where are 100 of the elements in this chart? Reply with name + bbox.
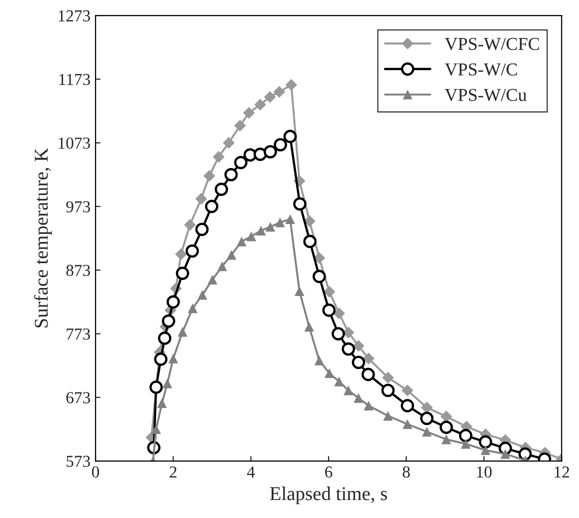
legend-label: VPS-W/Cu <box>444 88 527 102</box>
point <box>304 215 316 227</box>
point <box>459 428 472 442</box>
point <box>293 197 307 211</box>
point <box>234 120 246 132</box>
point <box>184 219 196 231</box>
y-tick-label: 1173 <box>59 74 90 86</box>
point <box>420 402 433 414</box>
point <box>383 410 393 421</box>
point <box>285 214 295 224</box>
point <box>303 234 317 248</box>
point <box>208 274 218 285</box>
point <box>274 138 288 152</box>
point <box>203 170 216 182</box>
point <box>322 304 336 317</box>
y-tick-label: 873 <box>66 264 90 276</box>
point <box>332 327 345 340</box>
legend-label: VPS-W/C <box>444 63 517 76</box>
point <box>264 91 276 103</box>
point <box>312 270 326 284</box>
x-axis-title: Elapsed time, s <box>270 486 388 504</box>
point <box>480 445 490 456</box>
point <box>236 236 246 246</box>
point <box>381 384 395 398</box>
point <box>294 286 304 296</box>
point <box>254 148 267 161</box>
point <box>243 107 255 119</box>
point <box>422 426 432 437</box>
point <box>254 98 266 111</box>
point <box>186 244 199 258</box>
point <box>283 130 297 144</box>
point <box>217 261 228 272</box>
point <box>352 340 364 352</box>
point <box>197 290 208 300</box>
y-tick-label: 573 <box>66 456 90 467</box>
point <box>246 232 256 242</box>
point <box>256 226 266 236</box>
point <box>342 326 354 338</box>
point <box>162 314 176 328</box>
x-tick-label: 6 <box>325 466 332 478</box>
point <box>440 420 453 434</box>
point <box>314 356 324 366</box>
point <box>226 250 236 260</box>
x-tick-label: 8 <box>402 466 410 478</box>
y-tick-label: 973 <box>66 201 90 212</box>
point <box>402 384 414 396</box>
legend-label: VPS-W/CFC <box>444 38 539 50</box>
point <box>500 449 510 459</box>
point <box>188 303 198 314</box>
point <box>222 136 235 149</box>
point <box>324 368 334 378</box>
point <box>265 222 276 232</box>
point <box>362 352 374 364</box>
point <box>352 356 366 370</box>
y-tick-label: 773 <box>66 328 90 340</box>
point <box>344 386 354 396</box>
point <box>212 150 225 163</box>
point <box>162 378 172 388</box>
point <box>420 412 434 426</box>
y-tick-label: 1073 <box>58 138 90 149</box>
point <box>285 79 298 91</box>
point <box>364 400 374 411</box>
x-tick-label: 2 <box>170 466 176 478</box>
point <box>333 307 345 320</box>
point <box>275 218 285 228</box>
y-axis-title: Surface temperature, K <box>34 148 52 328</box>
point <box>382 372 394 384</box>
x-tick-label: 12 <box>554 466 570 478</box>
point <box>168 354 178 364</box>
point <box>154 352 168 366</box>
point <box>176 266 190 280</box>
point <box>214 182 228 196</box>
point <box>234 156 248 170</box>
y-tick-label: 673 <box>66 392 90 404</box>
point <box>460 438 471 449</box>
y-tick-label: 1273 <box>58 10 90 22</box>
point <box>400 398 414 412</box>
point <box>157 398 167 408</box>
point <box>175 248 187 260</box>
point <box>354 393 364 403</box>
x-tick-label: 0 <box>92 466 100 478</box>
x-tick-label: 10 <box>477 466 492 478</box>
x-tick-label: 4 <box>247 466 255 478</box>
point <box>151 424 161 434</box>
point <box>158 332 172 345</box>
point <box>264 145 277 158</box>
point <box>224 168 238 182</box>
point <box>402 419 412 429</box>
point <box>334 376 344 386</box>
point <box>304 322 314 332</box>
point <box>166 295 180 309</box>
point <box>178 326 188 337</box>
point <box>440 410 452 422</box>
point <box>149 380 163 394</box>
point <box>323 286 336 298</box>
point <box>195 192 208 205</box>
point <box>362 368 375 382</box>
point <box>273 86 286 98</box>
point <box>205 200 218 214</box>
point <box>195 222 209 236</box>
